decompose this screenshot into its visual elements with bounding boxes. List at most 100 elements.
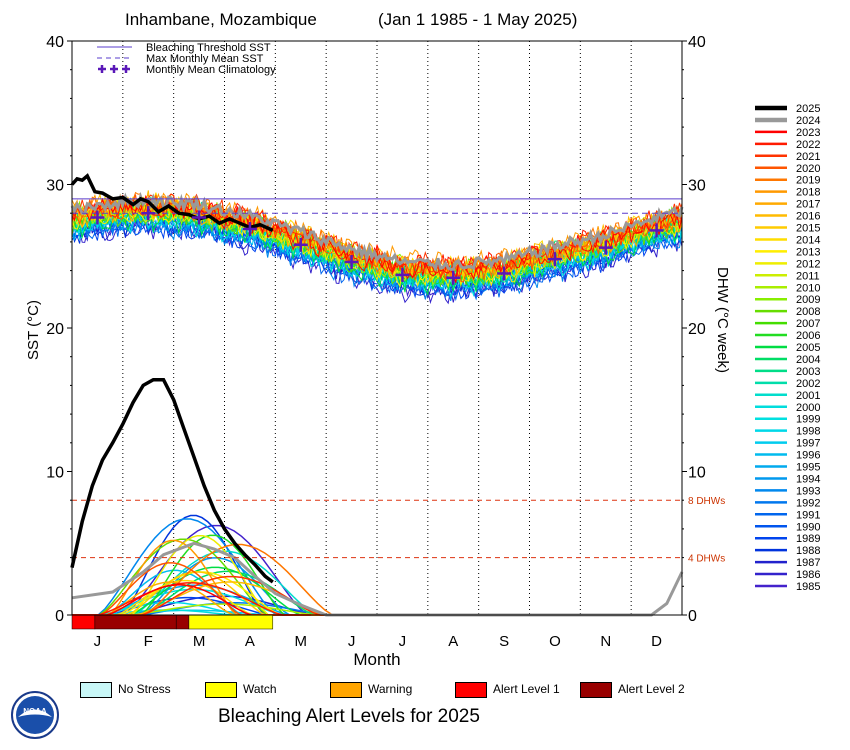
plot-legend-label: Bleaching Threshold SST [146, 42, 271, 54]
year-legend-label: 2010 [796, 282, 820, 294]
year-legend-label: 2004 [796, 354, 820, 366]
sst-2024-line [70, 191, 684, 272]
climatology-point [242, 221, 257, 236]
x-tick-label: J [399, 633, 407, 650]
year-legend-label: 2014 [796, 234, 820, 246]
climatology-point [446, 270, 461, 285]
y-tick-label-left: 10 [46, 465, 64, 482]
sst-series-line [71, 215, 683, 302]
stress-legend-label-no-stress: No Stress [118, 682, 171, 696]
stress-legend-swatch-warning [330, 682, 362, 698]
year-legend-label: 1995 [796, 462, 820, 474]
year-legend-label: 2005 [796, 342, 820, 354]
year-legend-label: 2019 [796, 175, 820, 187]
year-legend-label: 2007 [796, 318, 820, 330]
x-tick-label: J [348, 633, 356, 650]
year-legend-label: 2017 [796, 199, 820, 211]
plot-legend-label: Monthly Mean Climatology [146, 64, 276, 76]
stress-legend-swatch-watch [205, 682, 237, 698]
stress-legend-label-alert-2: Alert Level 2 [618, 682, 685, 696]
x-tick-label: D [651, 633, 662, 650]
y-tick-label-left: 20 [46, 321, 64, 338]
climatology-point [497, 266, 512, 281]
dhw-reference-label: 4 DHWs [688, 554, 725, 565]
year-legend-label: 2002 [796, 378, 820, 390]
climatology-point [649, 223, 664, 238]
x-tick-label: N [600, 633, 611, 650]
year-legend-label: 1985 [796, 581, 820, 593]
year-legend-label: 2025 [796, 103, 820, 115]
year-legend-label: 2021 [796, 151, 820, 163]
x-tick-label: J [94, 633, 102, 650]
year-legend-label: 2015 [796, 223, 820, 235]
year-legend-label: 1986 [796, 569, 820, 581]
year-legend-label: 2018 [796, 187, 820, 199]
year-legend-label: 2011 [796, 270, 820, 282]
year-legend-label: 1997 [796, 438, 820, 450]
climatology-point [192, 210, 207, 225]
climatology-point [547, 252, 562, 267]
x-tick-label: A [448, 633, 458, 650]
alert-bar-segment [94, 614, 177, 630]
year-legend-label: 2013 [796, 246, 820, 258]
year-legend-label: 1988 [796, 545, 820, 557]
year-legend-label: 1987 [796, 557, 820, 569]
climatology-point [293, 237, 308, 252]
alert-bar-segment [188, 614, 274, 630]
y-tick-label-left: 0 [55, 608, 64, 625]
sst-series-line [71, 194, 683, 283]
chart-title-dates: (Jan 1 1985 - 1 May 2025) [378, 10, 578, 29]
y-tick-label-right: 30 [688, 178, 706, 195]
x-tick-label: M [295, 633, 308, 650]
year-legend-label: 1994 [796, 473, 820, 485]
sst-2025-line [70, 173, 274, 232]
year-legend-label: 2009 [796, 294, 820, 306]
x-tick-label: F [144, 633, 153, 650]
x-tick-label: O [549, 633, 561, 650]
plot-area [72, 41, 682, 615]
x-tick-label: M [193, 633, 206, 650]
year-legend-label: 2012 [796, 258, 820, 270]
x-tick-label: A [245, 633, 255, 650]
footer-title: Bleaching Alert Levels for 2025 [218, 706, 480, 727]
year-legend-label: 1990 [796, 521, 820, 533]
year-legend-label: 2003 [796, 366, 820, 378]
climatology-point [598, 240, 613, 255]
year-legend-label: 2016 [796, 211, 820, 223]
year-legend-label: 2020 [796, 163, 820, 175]
y-tick-label-right: 0 [688, 608, 697, 625]
y-tick-label-right: 10 [688, 465, 706, 482]
year-legend-label: 2022 [796, 139, 820, 151]
stress-legend-label-alert-1: Alert Level 1 [493, 682, 560, 696]
x-tick-label: S [499, 633, 509, 650]
year-legend-label: 2006 [796, 330, 820, 342]
stress-legend-label-warning: Warning [368, 682, 413, 696]
x-axis-label: Month [353, 650, 400, 669]
year-legend-label: 2000 [796, 402, 820, 414]
year-legend-label: 1999 [796, 414, 820, 426]
dhw-2025-line [70, 377, 274, 584]
alert-bar-segment [175, 614, 190, 630]
climatology-point [344, 254, 359, 269]
alert-bar-segment [71, 614, 96, 630]
y-tick-label-left: 30 [46, 178, 64, 195]
year-legend-label: 1998 [796, 426, 820, 438]
year-legend-label: 2008 [796, 306, 820, 318]
stress-legend-swatch-alert-2 [580, 682, 612, 698]
stress-legend-swatch-no-stress [80, 682, 112, 698]
year-legend-label: 2023 [796, 127, 820, 139]
y-axis-label-left: SST (°C) [25, 300, 42, 360]
year-legend-label: 1996 [796, 450, 820, 462]
stress-legend-label-watch: Watch [243, 682, 277, 696]
stress-legend-swatch-alert-1 [455, 682, 487, 698]
year-legend-label: 1993 [796, 485, 820, 497]
noaa-logo: NOAA [10, 690, 60, 740]
year-legend-label: 1991 [796, 509, 820, 521]
year-legend-label: 1992 [796, 497, 820, 509]
y-axis-label-right: DHW (°C week) [714, 267, 731, 373]
y-tick-label-right: 40 [688, 34, 706, 51]
climatology-point [90, 210, 105, 225]
year-legend-label: 2024 [796, 115, 820, 127]
climatology-point [395, 267, 410, 282]
